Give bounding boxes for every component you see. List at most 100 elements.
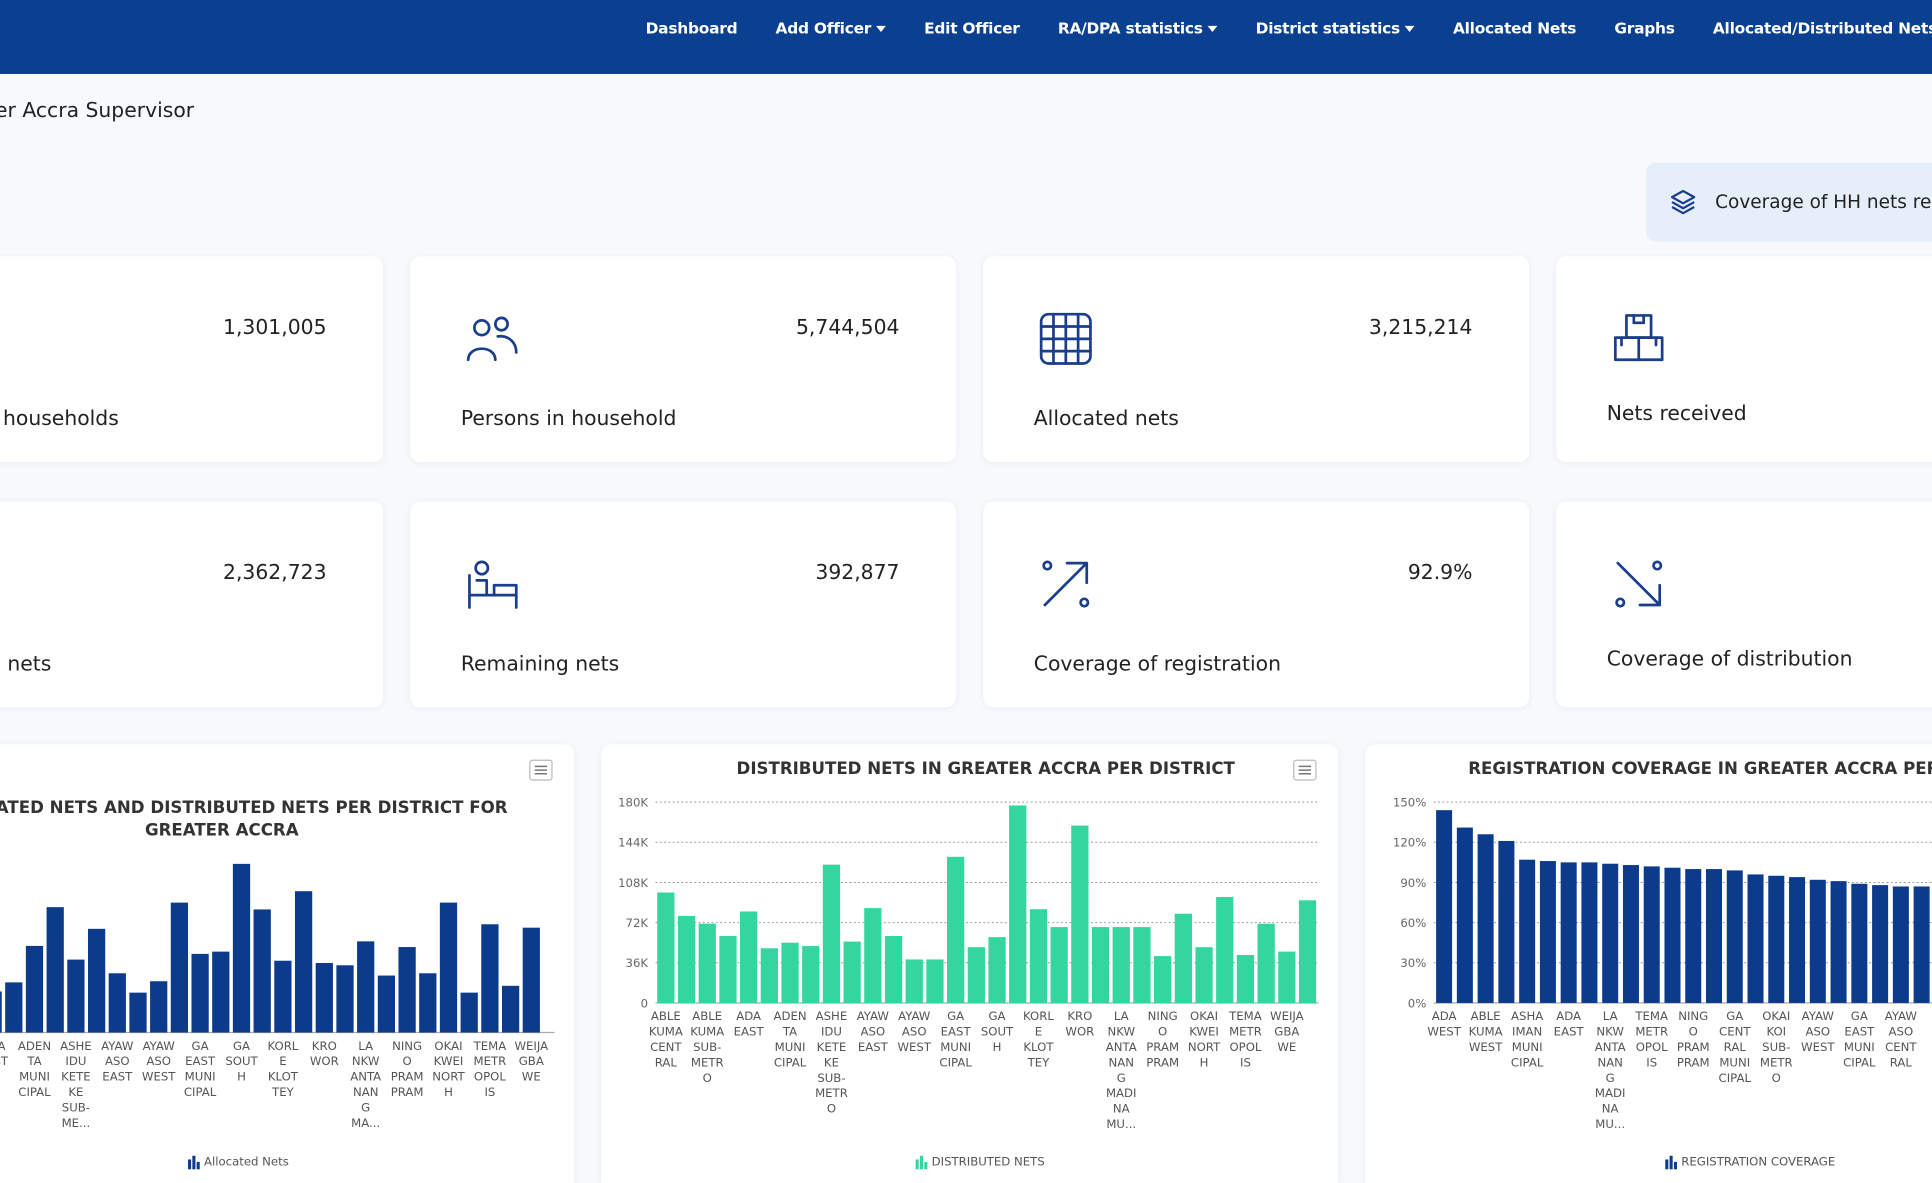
label-line: MUNI xyxy=(775,1040,806,1054)
x-tick-label: KORL E KLOT TEY xyxy=(267,1039,298,1099)
nav-label: Dashboard xyxy=(645,17,738,37)
label-line: SOUT xyxy=(225,1054,258,1068)
bar xyxy=(884,936,903,1003)
nav-item[interactable]: Graphs xyxy=(1614,18,1675,36)
x-tick-label: GA CENT RAL MUNI CIPAL xyxy=(1719,1009,1752,1085)
bar xyxy=(274,960,292,1033)
bar xyxy=(398,947,416,1033)
label-line: SUB- xyxy=(1762,1040,1790,1054)
card-icon xyxy=(1039,312,1092,365)
nav-item[interactable]: Allocated Nets xyxy=(1453,18,1576,36)
nav-item[interactable]: Edit Officer xyxy=(924,18,1020,36)
bar xyxy=(802,946,820,1003)
label-line: ASO xyxy=(902,1025,927,1039)
label-line: ADA xyxy=(1432,1009,1457,1023)
chart-card: ALLOCATED NETS AND DISTRIBUTED NETS PER … xyxy=(0,744,575,1183)
legend-swatch xyxy=(1673,1161,1677,1170)
label-line: LA xyxy=(1114,1009,1129,1023)
card-value: 5,744,504 xyxy=(795,315,900,339)
label-line: MUNI xyxy=(1844,1040,1875,1054)
x-tick-label: GA EAST MUNI CIPAL xyxy=(1843,1009,1876,1069)
bar xyxy=(336,965,354,1033)
bar xyxy=(501,985,520,1033)
x-tick-label: GA EAST MUNI CIPAL xyxy=(939,1009,972,1069)
nav-item[interactable]: Add Officer xyxy=(776,18,886,36)
bar xyxy=(46,907,64,1033)
legend-label[interactable]: Allocated Nets xyxy=(204,1155,289,1169)
label-line: NA xyxy=(1602,1102,1619,1116)
bar xyxy=(1216,896,1234,1003)
bar xyxy=(1154,956,1172,1003)
card-label: Remaining nets xyxy=(460,651,620,676)
label-line: NKW xyxy=(1107,1025,1135,1039)
chart-title: REGISTRATION COVERAGE IN GREATER ACCRA P… xyxy=(1468,759,1932,778)
bar xyxy=(1498,840,1515,1003)
label-line: O xyxy=(1772,1071,1781,1085)
nav-label: Allocated Nets xyxy=(1452,17,1577,37)
legend-swatch xyxy=(188,1159,192,1170)
label-line: WEST xyxy=(898,1040,932,1054)
y-tick-label: 150% xyxy=(1393,795,1426,809)
label-line: NING xyxy=(1678,1009,1708,1023)
x-tick-label: TEMA METR OPOL IS xyxy=(1228,1009,1262,1069)
x-tick-label: NING O PRAM PRAM xyxy=(1677,1009,1710,1069)
label-line: KWEI xyxy=(434,1054,464,1068)
coverage-button[interactable]: Coverage of HH nets received xyxy=(1646,162,1932,242)
card-label: Nets received xyxy=(1606,401,1747,426)
nav-label: Edit Officer xyxy=(924,17,1020,37)
bar xyxy=(1071,825,1089,1003)
legend-label[interactable]: REGISTRATION COVERAGE xyxy=(1681,1155,1835,1169)
label-line: IS xyxy=(484,1085,495,1099)
label-line: KOI xyxy=(1766,1025,1786,1039)
label-line: MUNI xyxy=(185,1070,216,1084)
bar xyxy=(150,981,168,1033)
label-line: E xyxy=(1035,1025,1042,1039)
label-line: ANTA xyxy=(1595,1040,1626,1054)
label-line: KRO xyxy=(312,1039,337,1053)
layers-icon xyxy=(1670,189,1696,215)
bar xyxy=(460,992,478,1033)
card-label: Coverage of registration xyxy=(1033,651,1282,676)
label-line: GA xyxy=(1726,1009,1743,1023)
bar xyxy=(1602,863,1619,1003)
label-line: WEST xyxy=(1801,1040,1835,1054)
card-icon xyxy=(1615,560,1663,608)
chart: DISTRIBUTED NETS IN GREATER ACCRA PER DI… xyxy=(618,759,1319,1170)
y-tick-label: 180K xyxy=(618,795,648,809)
label-line: METR xyxy=(474,1054,507,1068)
bar xyxy=(1519,859,1536,1003)
label-line: H xyxy=(993,1040,1002,1054)
label-line: MADI xyxy=(1106,1086,1137,1100)
label-line: WEIJA xyxy=(514,1039,548,1053)
legend-swatch xyxy=(196,1161,200,1170)
nav-item[interactable]: Allocated/Distributed Nets xyxy=(1713,18,1932,36)
label-line: TEMA xyxy=(473,1039,507,1053)
x-tick-label: GA SOUT H xyxy=(225,1039,258,1084)
label-line: GA xyxy=(192,1039,209,1053)
label-line: H xyxy=(1200,1055,1209,1069)
x-tick-label: KRO WOR xyxy=(310,1039,339,1068)
label-line: KUMA xyxy=(1469,1025,1503,1039)
label-line: METR xyxy=(1760,1055,1793,1069)
label-line: ANTA xyxy=(1106,1040,1137,1054)
nav-item[interactable]: RA/DPA statistics xyxy=(1058,18,1218,36)
card-value: 392,877 xyxy=(815,560,900,585)
label-line: CENT xyxy=(1885,1040,1917,1054)
legend-label[interactable]: DISTRIBUTED NETS xyxy=(932,1155,1045,1169)
bar xyxy=(25,945,44,1033)
card-icon xyxy=(1042,560,1090,608)
label-line: GA xyxy=(989,1009,1006,1023)
bar xyxy=(1685,869,1702,1003)
label-line: TEMA xyxy=(1228,1009,1262,1023)
nav-item[interactable]: Dashboard xyxy=(646,18,738,36)
label-line: GBA xyxy=(1274,1025,1299,1039)
y-tick-label: 36K xyxy=(626,956,649,970)
stat-card: 3,215,214 Allocated nets xyxy=(983,256,1530,463)
label-line: TEY xyxy=(271,1085,295,1099)
y-tick-label: 0% xyxy=(1408,996,1427,1010)
chart-title: DISTRIBUTED NETS IN GREATER ACCRA PER DI… xyxy=(737,759,1236,778)
bar xyxy=(1581,862,1598,1003)
label-line: TA xyxy=(26,1054,41,1068)
nav-item[interactable]: District statistics xyxy=(1256,18,1415,36)
y-tick-label: 60% xyxy=(1400,916,1426,930)
